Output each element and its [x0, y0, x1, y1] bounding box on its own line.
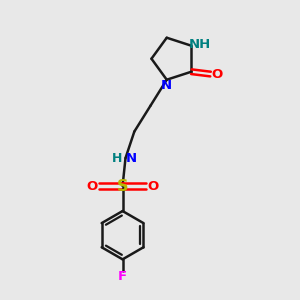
Text: N: N — [160, 79, 172, 92]
Text: NH: NH — [189, 38, 212, 51]
Text: F: F — [118, 270, 127, 283]
Text: O: O — [147, 179, 158, 193]
Text: O: O — [212, 68, 223, 81]
Text: O: O — [87, 179, 98, 193]
Text: H: H — [112, 152, 123, 165]
Text: S: S — [117, 178, 128, 194]
Text: N: N — [126, 152, 137, 165]
